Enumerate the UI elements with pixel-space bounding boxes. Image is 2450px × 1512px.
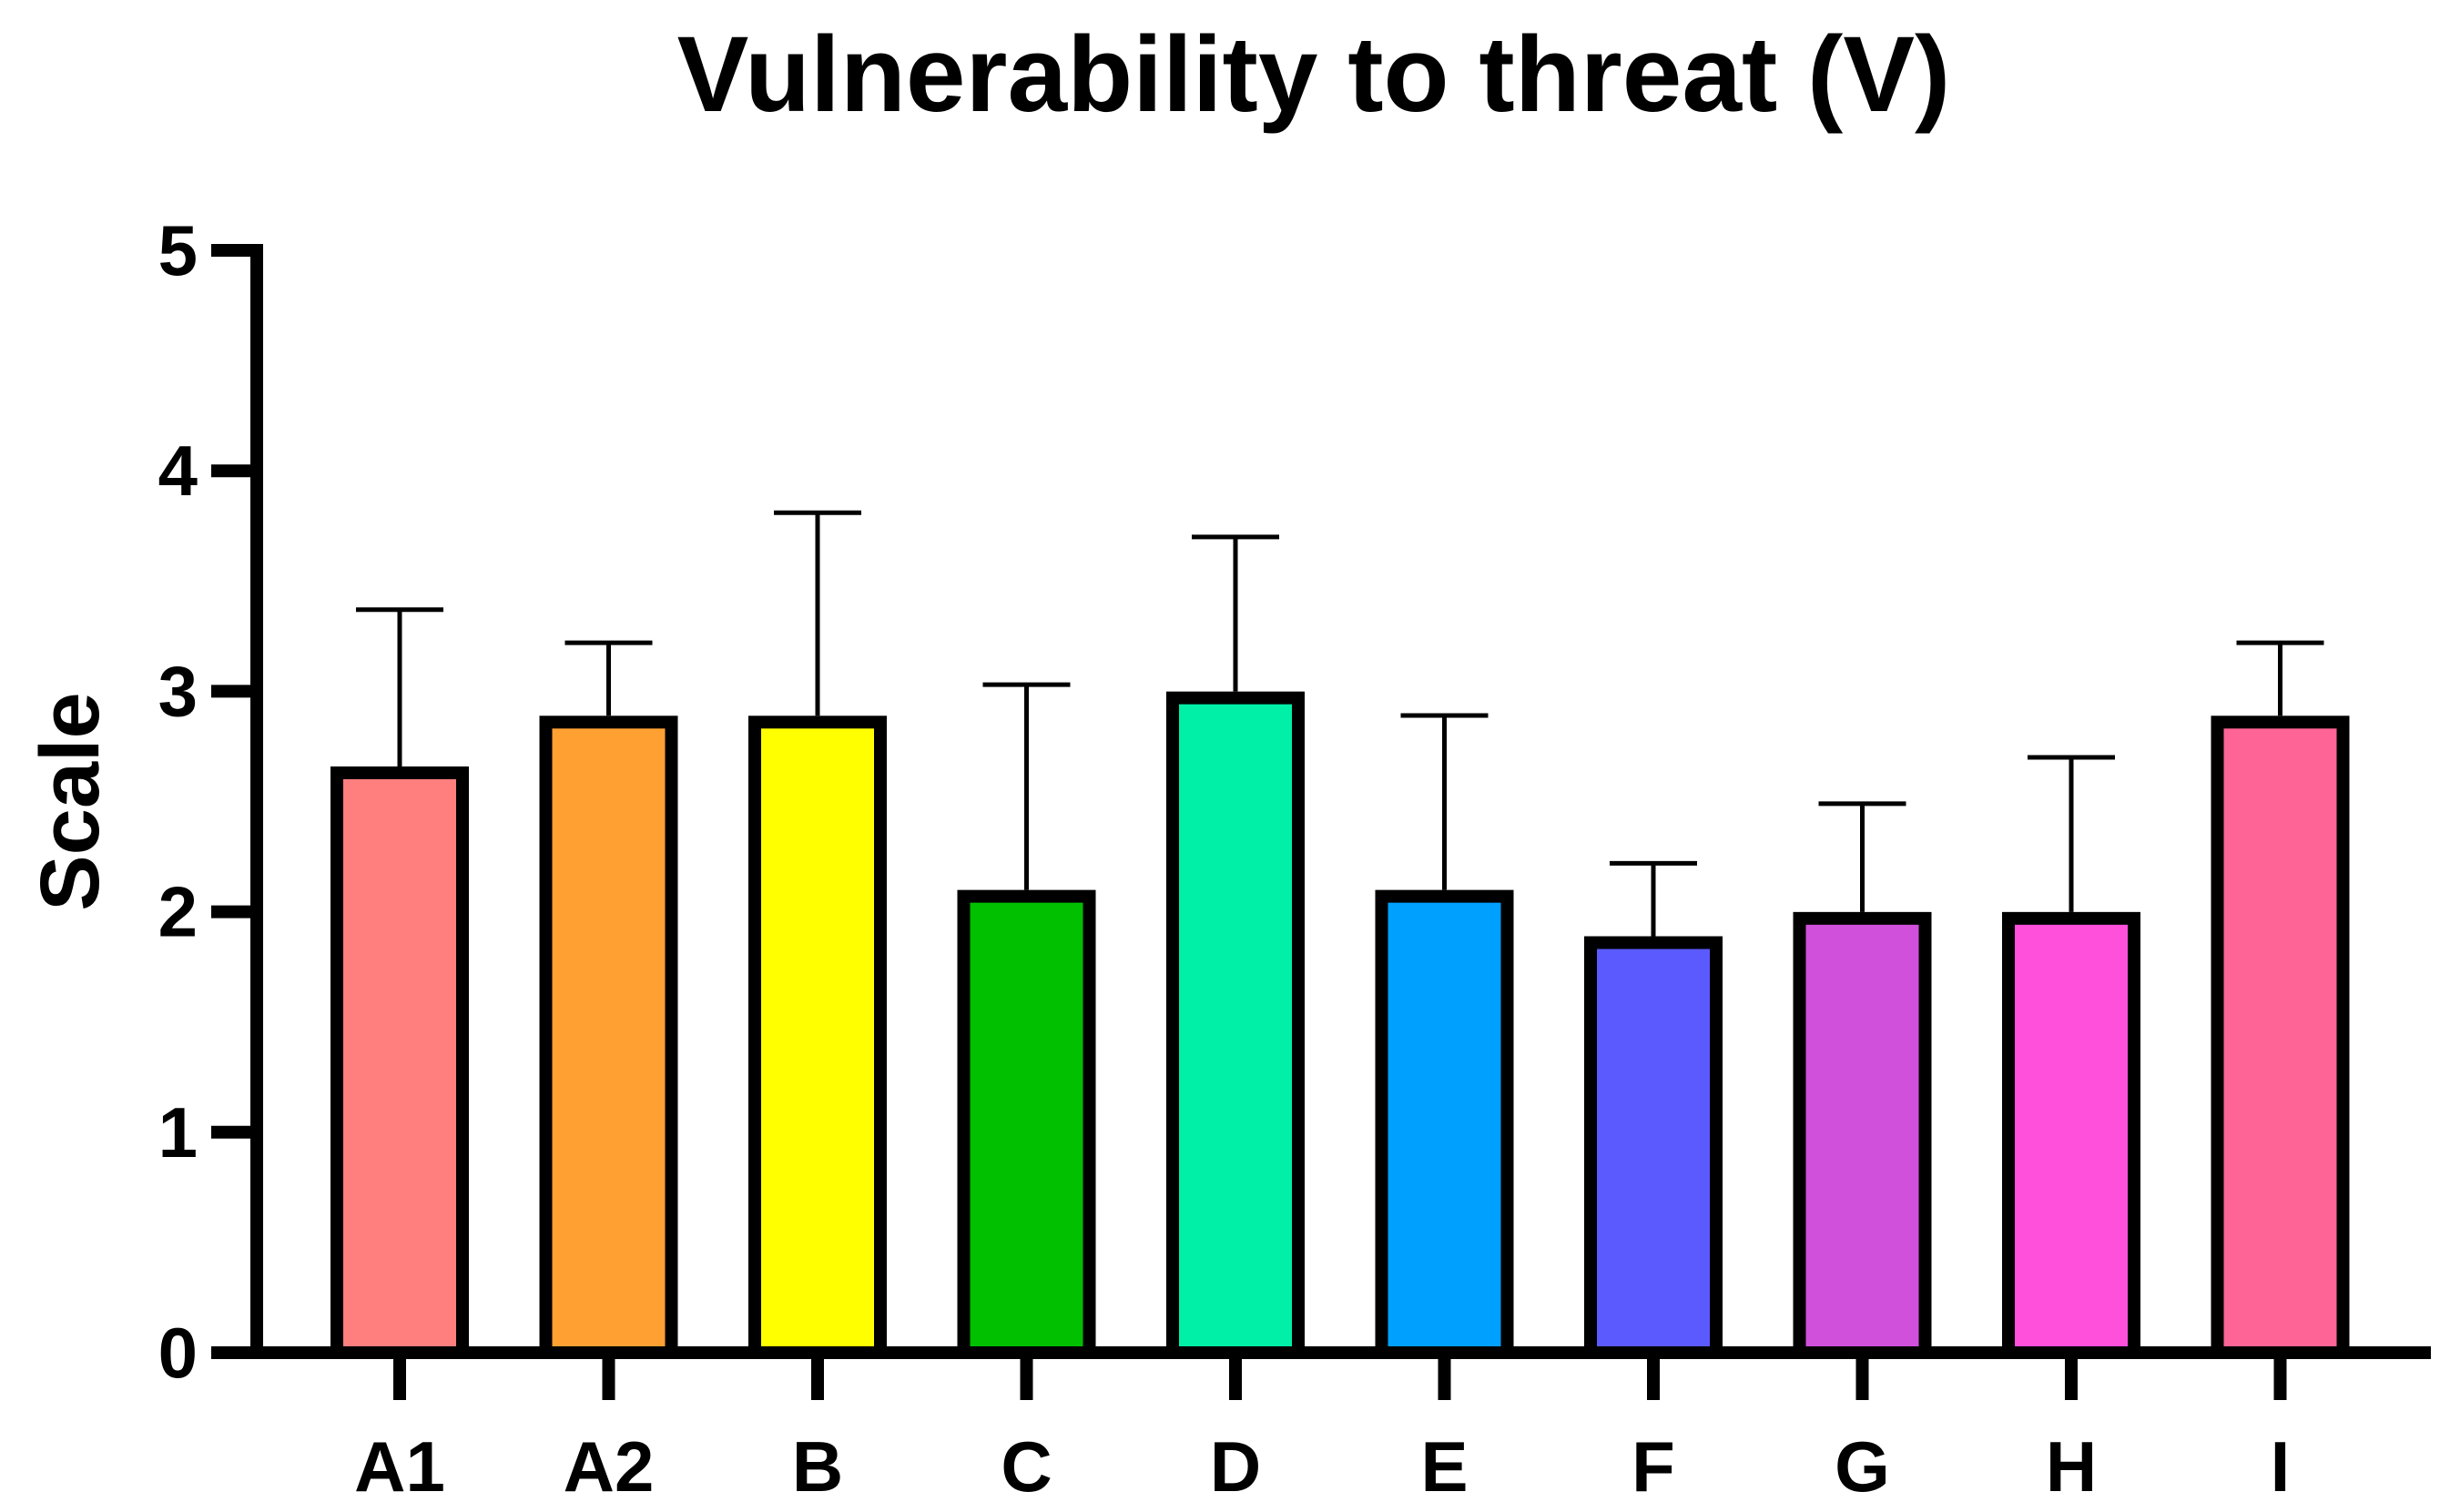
error-bars-layer <box>356 510 2324 937</box>
x-tick-label-h: H <box>2046 1426 2097 1507</box>
bar-e <box>1375 889 1514 1359</box>
bar-a2 <box>539 715 678 1359</box>
y-tick-label-3: 3 <box>158 651 198 731</box>
x-tick-label-i: I <box>2271 1426 2291 1507</box>
x-tick-label-a1: A1 <box>354 1426 445 1507</box>
y-tick-label-2: 2 <box>158 872 198 952</box>
y-axis-label: Scale <box>24 692 117 910</box>
bar-a1 <box>330 766 469 1359</box>
bars-layer <box>330 691 2350 1360</box>
labels-layer: A1 A2 B C D E F G H I 0 1 2 3 4 5 Scale <box>24 210 2290 1507</box>
x-tick-label-g: G <box>1835 1426 1890 1507</box>
x-tick-label-e: E <box>1420 1426 1468 1507</box>
x-tick-label-c: C <box>1001 1426 1052 1507</box>
bar-c <box>957 889 1096 1359</box>
bar-g <box>1793 911 1932 1360</box>
x-tick-label-b: B <box>792 1426 843 1507</box>
bar-f <box>1584 936 1723 1360</box>
y-tick-label-4: 4 <box>158 431 198 511</box>
bar-d <box>1166 691 1305 1359</box>
bar-b <box>748 715 887 1359</box>
bar-h <box>2002 911 2140 1360</box>
chart-title: Vulnerability to threat (V) <box>676 15 1951 135</box>
bar-i <box>2211 715 2350 1359</box>
x-tick-label-f: F <box>1632 1426 1675 1507</box>
x-tick-label-d: D <box>1210 1426 1261 1507</box>
y-tick-label-5: 5 <box>158 210 198 290</box>
axes-layer <box>211 244 2431 1400</box>
y-tick-label-0: 0 <box>158 1313 198 1393</box>
y-tick-label-1: 1 <box>158 1092 198 1172</box>
x-tick-label-a2: A2 <box>564 1426 655 1507</box>
